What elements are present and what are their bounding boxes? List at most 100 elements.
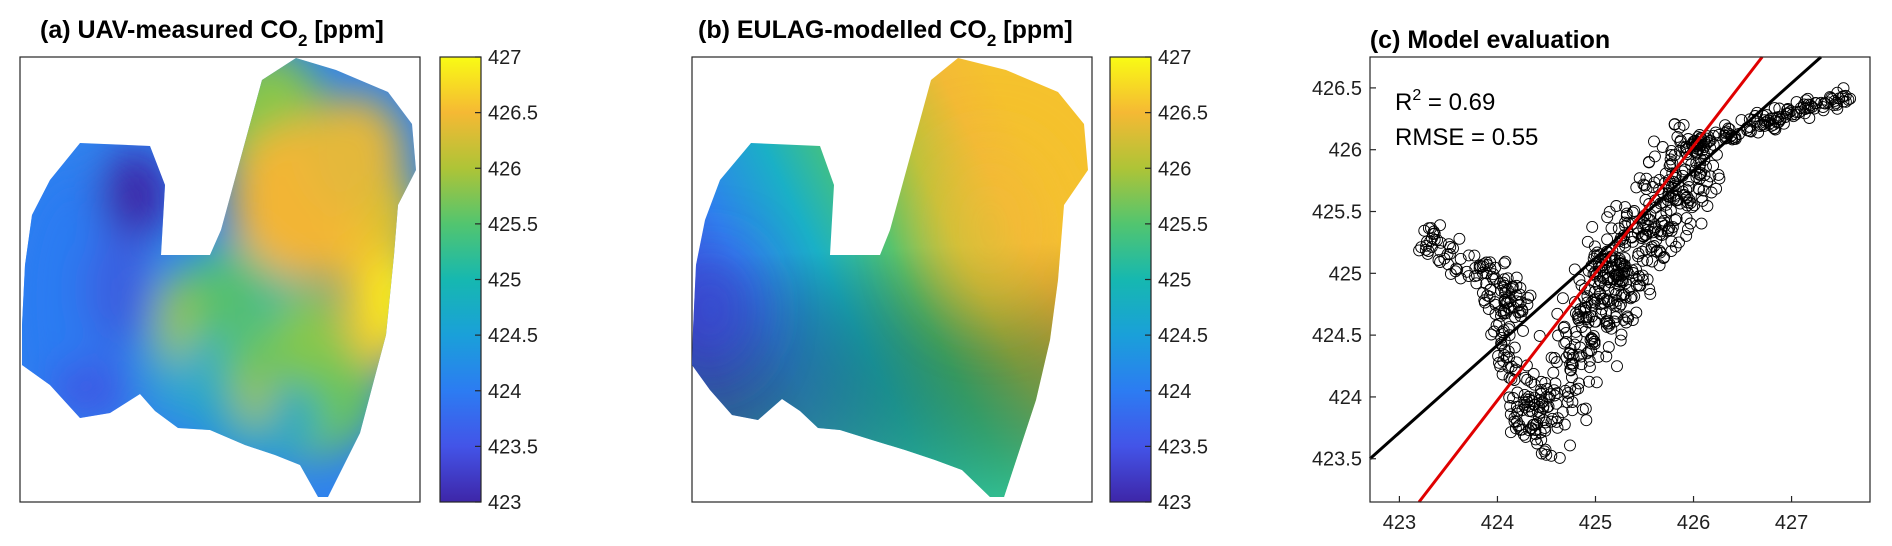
scatter-point	[1705, 186, 1718, 199]
scatter-point	[1669, 214, 1682, 226]
scatter-point	[1450, 262, 1463, 275]
scatter-point	[1694, 168, 1707, 181]
scatter-point	[1487, 268, 1500, 281]
scatter-point	[1471, 269, 1483, 282]
scatter-point	[1684, 217, 1697, 230]
scatter-point	[1581, 235, 1594, 248]
scatter-point	[1603, 295, 1616, 307]
scatter-point	[1610, 258, 1622, 271]
scatter-point	[1679, 192, 1692, 204]
x-tick-label: 423	[1383, 512, 1416, 534]
scatter-point	[1564, 343, 1577, 356]
scatter-point	[1564, 439, 1576, 452]
scatter-point	[1704, 170, 1717, 183]
y-tick-label: 423.5	[1312, 449, 1362, 471]
scatter-point	[1630, 279, 1643, 292]
panel-a-title: (a) UAV-measured CO2 [ppm]	[40, 16, 384, 50]
scatter-point	[1620, 316, 1633, 329]
scatter-point	[1519, 401, 1532, 414]
scatter-point	[1573, 273, 1586, 286]
scatter-point	[1810, 97, 1823, 110]
colorbar-tick-label: 423.5	[488, 436, 538, 458]
scatter-point	[1630, 263, 1642, 276]
scatter-point	[1615, 328, 1628, 341]
scatter-point	[1462, 249, 1475, 262]
scatter-point	[1676, 165, 1689, 178]
scatter-point	[1512, 420, 1525, 433]
scatter-point	[1618, 266, 1631, 279]
scatter-point	[1617, 313, 1630, 326]
scatter-point	[1510, 295, 1523, 308]
scatter-point	[1502, 284, 1515, 297]
scatter-point	[1632, 247, 1645, 260]
scatter-point	[1668, 118, 1681, 131]
scatter-point	[1580, 313, 1593, 325]
y-tick-label: 425	[1329, 263, 1362, 285]
scatter-point	[1764, 112, 1777, 125]
scatter-point	[1656, 141, 1669, 153]
scatter-point	[1601, 314, 1614, 327]
scatter-point	[1582, 311, 1595, 324]
colorbar-tick-label: 424.5	[1158, 325, 1208, 347]
scatter-point	[1535, 433, 1548, 446]
scatter-point	[1626, 206, 1639, 219]
scatter-point	[1538, 422, 1551, 435]
scatter-point	[1535, 447, 1548, 460]
scatter-point	[1790, 96, 1803, 109]
colorbar-tick-label: 426.5	[1158, 103, 1208, 125]
scatter-point	[1707, 129, 1720, 142]
scatter-point	[1586, 220, 1599, 233]
scatter-point	[1625, 231, 1638, 244]
scatter-point	[1508, 374, 1521, 386]
colorbar-tick-label: 423	[488, 492, 521, 514]
scatter-point	[1569, 325, 1582, 338]
scatter-point	[1501, 272, 1514, 285]
scatter-point	[1575, 358, 1588, 371]
scatter-point	[1644, 287, 1657, 300]
scatter-point	[1484, 283, 1497, 296]
colorbar-tick-label: 425.5	[1158, 214, 1208, 236]
scatter-point	[1653, 259, 1666, 272]
scatter-point	[1600, 350, 1613, 363]
scatter-point	[1680, 183, 1693, 196]
scatter-point	[1648, 135, 1660, 148]
x-tick-label: 425	[1579, 512, 1612, 534]
panel-a-colorbar-ticks: 427 426.5 426 425.5 425 424.5 424 423.5 423	[475, 47, 538, 514]
scatter-point	[1831, 102, 1844, 115]
scatter-point	[1827, 99, 1840, 112]
scatter-point	[1609, 299, 1622, 312]
scatter-point	[1633, 270, 1645, 283]
scatter-point	[1504, 302, 1517, 315]
scatter-point	[1494, 360, 1507, 373]
scatter-point	[1592, 280, 1605, 293]
scatter-point	[1680, 229, 1693, 242]
scatter-point	[1565, 371, 1578, 384]
scatter-point	[1497, 305, 1510, 318]
colorbar-tick-label: 423	[1158, 492, 1191, 514]
scatter-point	[1665, 144, 1678, 157]
scatter-point	[1637, 222, 1650, 235]
scatter-point	[1556, 406, 1569, 419]
scatter-point	[1605, 222, 1618, 235]
scatter-point	[1582, 345, 1595, 358]
scatter-point	[1836, 90, 1849, 103]
scatter-point	[1576, 403, 1589, 416]
scatter-point	[1608, 315, 1621, 328]
scatter-point	[1769, 123, 1782, 136]
scatter-point	[1786, 108, 1799, 121]
scatter-point	[1481, 289, 1494, 302]
scatter-point	[1677, 141, 1690, 154]
scatter-point	[1498, 279, 1511, 292]
scatter-point	[1664, 153, 1677, 166]
panel-c-x-ticks: 423 424 425 426 427	[1383, 496, 1808, 534]
scatter-point	[1580, 414, 1593, 427]
scatter-point	[1503, 329, 1516, 342]
scatter-point	[1523, 393, 1536, 406]
scatter-point	[1513, 288, 1526, 301]
scatter-point	[1673, 236, 1685, 249]
scatter-point	[1645, 243, 1658, 256]
scatter-point	[1453, 232, 1466, 245]
scatter-point	[1712, 128, 1725, 141]
scatter-point	[1504, 408, 1517, 421]
scatter-point	[1495, 309, 1507, 322]
